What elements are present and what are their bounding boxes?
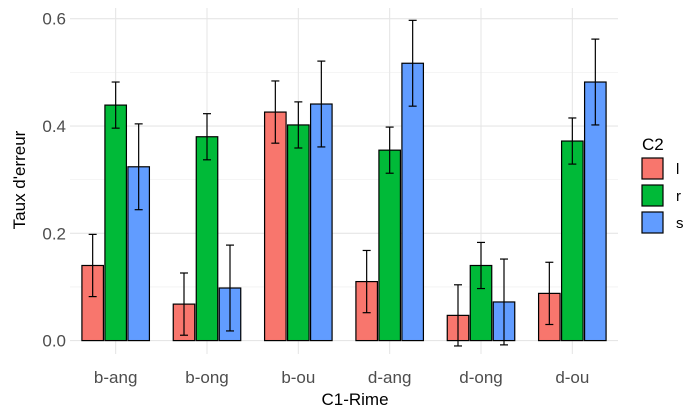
x-tick-label: d-ou — [555, 368, 589, 387]
legend-label-r: r — [676, 188, 681, 205]
legend: C2 lrs — [641, 135, 683, 234]
legend-key-s — [641, 211, 664, 234]
x-tick-label: b-ang — [94, 368, 137, 387]
x-tick-label: b-ong — [185, 368, 228, 387]
bar-r-b-ang — [104, 104, 128, 342]
legend-title: C2 — [642, 135, 664, 154]
error-bars-layer — [88, 19, 600, 347]
major-gridlines — [70, 8, 618, 354]
y-axis-label: Taux d'erreur — [10, 130, 29, 229]
y-tick-label: 0.2 — [42, 224, 66, 243]
x-axis-label: C1-Rime — [321, 390, 388, 409]
legend-key-r — [641, 184, 664, 207]
bar-l-b-ou — [263, 111, 287, 342]
y-tick-label: 0.0 — [42, 332, 66, 351]
bar-r-b-ong — [195, 136, 219, 342]
x-tick-label: d-ang — [368, 368, 411, 387]
bars-layer — [81, 62, 607, 342]
x-tick-label: b-ou — [281, 368, 315, 387]
legend-label-s: s — [676, 215, 683, 232]
bar-r-d-ou — [560, 140, 584, 342]
minor-gridlines — [70, 71, 618, 288]
bar-r-d-ang — [378, 149, 402, 342]
legend-key-l — [641, 157, 664, 180]
legend-label-l: l — [676, 161, 679, 178]
y-tick-label: 0.4 — [42, 117, 66, 136]
y-tick-label: 0.6 — [42, 10, 66, 29]
bar-r-b-ou — [286, 124, 310, 342]
x-tick-labels: b-ang b-ong b-ou d-ang d-ong d-ou — [94, 368, 589, 387]
y-tick-labels: 0.0 0.2 0.4 0.6 — [42, 10, 66, 351]
x-tick-label: d-ong — [459, 368, 502, 387]
